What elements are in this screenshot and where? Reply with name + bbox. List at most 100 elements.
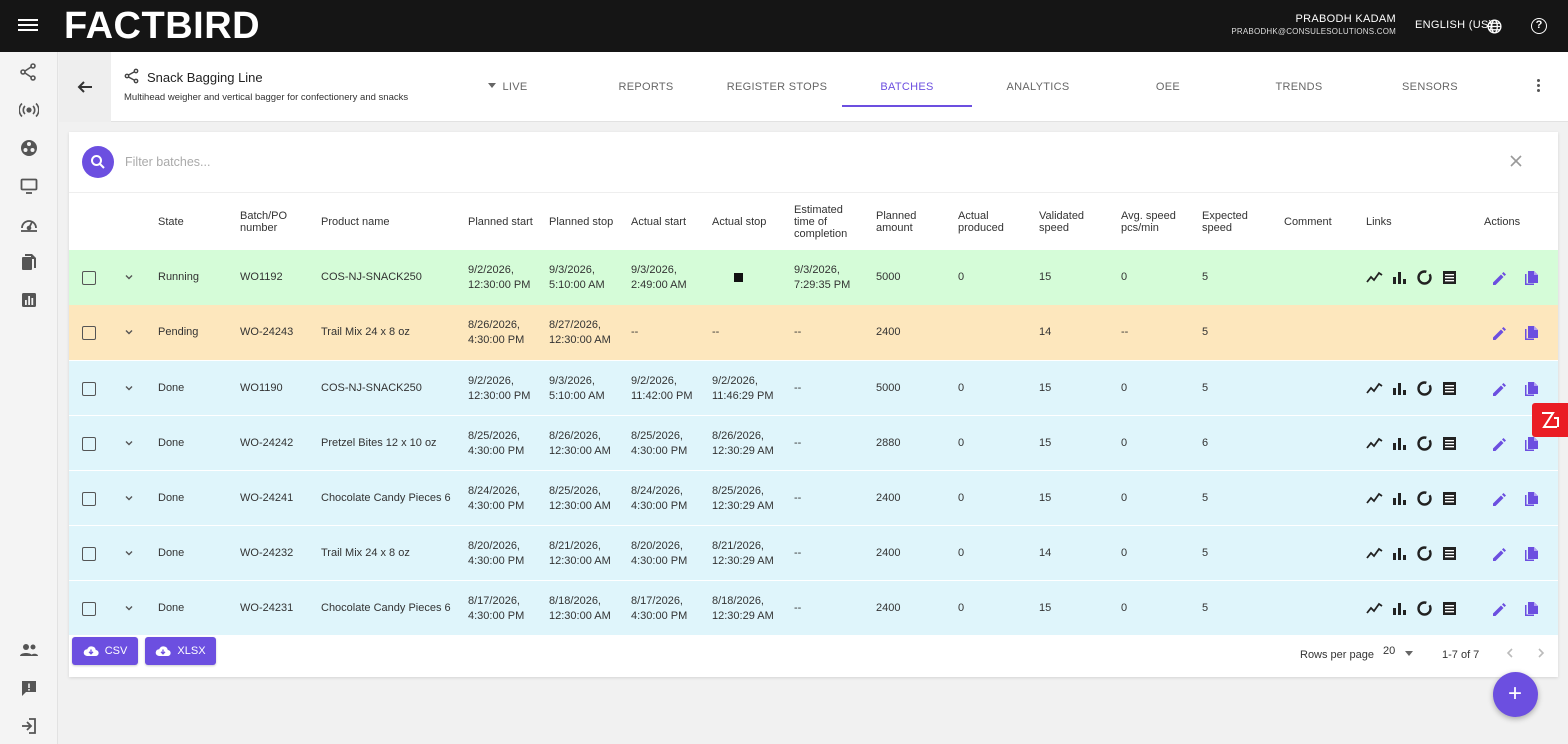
- tab-analytics[interactable]: ANALYTICS: [1006, 81, 1070, 93]
- factbird-logo[interactable]: FACTBIRD: [64, 5, 261, 47]
- copy-icon[interactable]: [1522, 380, 1540, 398]
- table-row[interactable]: Done WO-24241 Chocolate Candy Pieces 6 8/24…: [69, 470, 1558, 525]
- donut-icon[interactable]: [1416, 490, 1433, 507]
- edit-icon[interactable]: [1491, 381, 1508, 398]
- back-button[interactable]: [59, 52, 111, 122]
- trend-icon[interactable]: [1366, 490, 1383, 507]
- column-header[interactable]: Estimated time of completion: [794, 204, 848, 240]
- column-header[interactable]: Comment: [1284, 216, 1332, 228]
- copy-icon[interactable]: [1522, 269, 1540, 287]
- table-row[interactable]: Pending WO-24243 Trail Mix 24 x 8 oz 8/26/2…: [69, 305, 1558, 360]
- rows-per-page-select[interactable]: 20: [1383, 645, 1419, 663]
- export-csv-button[interactable]: CSV: [72, 637, 138, 665]
- rail-groups-icon[interactable]: [19, 138, 39, 158]
- edit-icon[interactable]: [1491, 325, 1508, 342]
- list-icon[interactable]: [1441, 380, 1458, 397]
- table-row[interactable]: Done WO1190 COS-NJ-SNACK250 9/2/2026, 12:30…: [69, 360, 1558, 415]
- edit-icon[interactable]: [1491, 270, 1508, 287]
- tab-register-stops[interactable]: REGISTER STOPS: [726, 81, 828, 93]
- tab-sensors[interactable]: SENSORS: [1402, 81, 1458, 93]
- edit-icon[interactable]: [1491, 491, 1508, 508]
- expand-chevron-icon[interactable]: [123, 270, 135, 282]
- search-button[interactable]: [82, 146, 114, 178]
- edit-icon[interactable]: [1491, 436, 1508, 453]
- expand-chevron-icon[interactable]: [123, 601, 135, 613]
- table-row[interactable]: Done WO-24242 Pretzel Bites 12 x 10 oz 8/25…: [69, 415, 1558, 470]
- donut-icon[interactable]: [1416, 269, 1433, 286]
- bar-chart-icon[interactable]: [1391, 435, 1408, 452]
- export-xlsx-button[interactable]: XLSX: [145, 637, 216, 665]
- row-checkbox[interactable]: [82, 547, 96, 561]
- column-header[interactable]: State: [158, 216, 184, 228]
- bar-chart-icon[interactable]: [1391, 545, 1408, 562]
- chevron-right-icon[interactable]: [1535, 647, 1547, 659]
- trend-icon[interactable]: [1366, 380, 1383, 397]
- bar-chart-icon[interactable]: [1391, 269, 1408, 286]
- trend-icon[interactable]: [1366, 269, 1383, 286]
- filter-batches-input[interactable]: [125, 150, 1425, 174]
- menu-icon[interactable]: [18, 16, 38, 36]
- row-checkbox[interactable]: [82, 326, 96, 340]
- user-info[interactable]: PRABODH KADAM PRABODHK@CONSULESOLUTIONS.…: [1231, 13, 1396, 36]
- rail-reports-icon[interactable]: [19, 290, 39, 310]
- close-icon[interactable]: [1509, 154, 1523, 168]
- column-header[interactable]: Actual produced: [958, 210, 1004, 234]
- more-vert-icon[interactable]: [1534, 79, 1542, 95]
- table-row[interactable]: Running WO1192 COS-NJ-SNACK250 9/2/2026, 12…: [69, 250, 1558, 305]
- row-checkbox[interactable]: [82, 492, 96, 506]
- column-header[interactable]: Batch/PO number: [240, 210, 288, 234]
- copy-icon[interactable]: [1522, 324, 1540, 342]
- column-header[interactable]: Validated speed: [1039, 210, 1085, 234]
- copy-icon[interactable]: [1522, 545, 1540, 563]
- expand-chevron-icon[interactable]: [123, 436, 135, 448]
- list-icon[interactable]: [1441, 600, 1458, 617]
- edit-icon[interactable]: [1491, 601, 1508, 618]
- rail-monitor-icon[interactable]: [19, 176, 39, 196]
- column-header[interactable]: Expected speed: [1202, 210, 1248, 234]
- bar-chart-icon[interactable]: [1391, 490, 1408, 507]
- row-checkbox[interactable]: [82, 271, 96, 285]
- rail-feedback-icon[interactable]: [19, 678, 39, 698]
- line-selector[interactable]: Snack Bagging Line Multihead weigher and…: [124, 66, 496, 110]
- column-header[interactable]: Planned amount: [876, 210, 917, 234]
- tab-oee[interactable]: OEE: [1155, 81, 1181, 93]
- chevron-left-icon[interactable]: [1504, 647, 1516, 659]
- expand-chevron-icon[interactable]: [123, 381, 135, 393]
- column-header[interactable]: Actual stop: [712, 216, 767, 228]
- rail-users-icon[interactable]: [19, 640, 39, 660]
- rail-dashboard-icon[interactable]: [19, 214, 39, 234]
- trend-icon[interactable]: [1366, 435, 1383, 452]
- column-header[interactable]: Avg. speed pcs/min: [1121, 210, 1176, 234]
- row-checkbox[interactable]: [82, 382, 96, 396]
- list-icon[interactable]: [1441, 545, 1458, 562]
- tab-live[interactable]: LIVE: [502, 81, 528, 93]
- trend-icon[interactable]: [1366, 600, 1383, 617]
- rail-documents-icon[interactable]: [19, 252, 39, 272]
- list-icon[interactable]: [1441, 269, 1458, 286]
- column-header[interactable]: Planned start: [468, 216, 533, 228]
- column-header[interactable]: Actual start: [631, 216, 687, 228]
- help-icon[interactable]: ?: [1531, 18, 1547, 34]
- expand-chevron-icon[interactable]: [123, 546, 135, 558]
- table-row[interactable]: Done WO-24232 Trail Mix 24 x 8 oz 8/20/2026…: [69, 525, 1558, 580]
- list-icon[interactable]: [1441, 435, 1458, 452]
- donut-icon[interactable]: [1416, 435, 1433, 452]
- expand-chevron-icon[interactable]: [123, 325, 135, 337]
- copy-icon[interactable]: [1522, 435, 1540, 453]
- column-header[interactable]: Planned stop: [549, 216, 614, 228]
- row-checkbox[interactable]: [82, 602, 96, 616]
- stop-icon[interactable]: [734, 273, 743, 282]
- rail-lines-icon[interactable]: [19, 62, 39, 82]
- side-widget-tab[interactable]: [1532, 403, 1568, 437]
- donut-icon[interactable]: [1416, 380, 1433, 397]
- copy-icon[interactable]: [1522, 600, 1540, 618]
- edit-icon[interactable]: [1491, 546, 1508, 563]
- column-header[interactable]: Product name: [321, 216, 390, 228]
- bar-chart-icon[interactable]: [1391, 380, 1408, 397]
- copy-icon[interactable]: [1522, 490, 1540, 508]
- add-batch-button[interactable]: +: [1493, 672, 1538, 717]
- rail-logout-icon[interactable]: [19, 716, 39, 736]
- rail-sensors-icon[interactable]: [18, 100, 40, 120]
- trend-icon[interactable]: [1366, 545, 1383, 562]
- tab-reports[interactable]: REPORTS: [618, 81, 674, 93]
